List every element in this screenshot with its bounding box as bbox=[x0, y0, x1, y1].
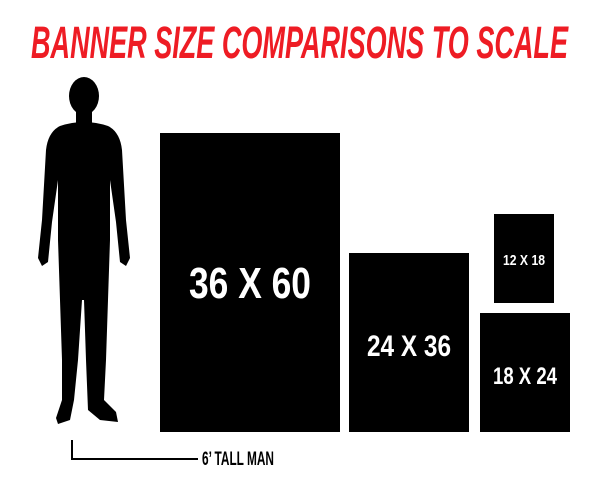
banner-36x60: 36 X 60 bbox=[160, 133, 340, 432]
man-silhouette-icon bbox=[38, 77, 130, 424]
banner-label: 18 X 24 bbox=[493, 363, 558, 390]
banner-label: 36 X 60 bbox=[189, 259, 311, 308]
man-label-bracket bbox=[71, 440, 198, 460]
banner-12x18: 12 X 18 bbox=[494, 214, 554, 303]
banner-18x24: 18 X 24 bbox=[480, 313, 570, 432]
banner-label: 24 X 36 bbox=[367, 330, 451, 363]
banner-24x36: 24 X 36 bbox=[349, 253, 469, 432]
banner-label: 12 X 18 bbox=[503, 252, 545, 269]
man-label: 6’ TALL MAN bbox=[202, 449, 274, 470]
title: BANNER SIZE COMPARISONS TO SCALE bbox=[31, 17, 569, 68]
